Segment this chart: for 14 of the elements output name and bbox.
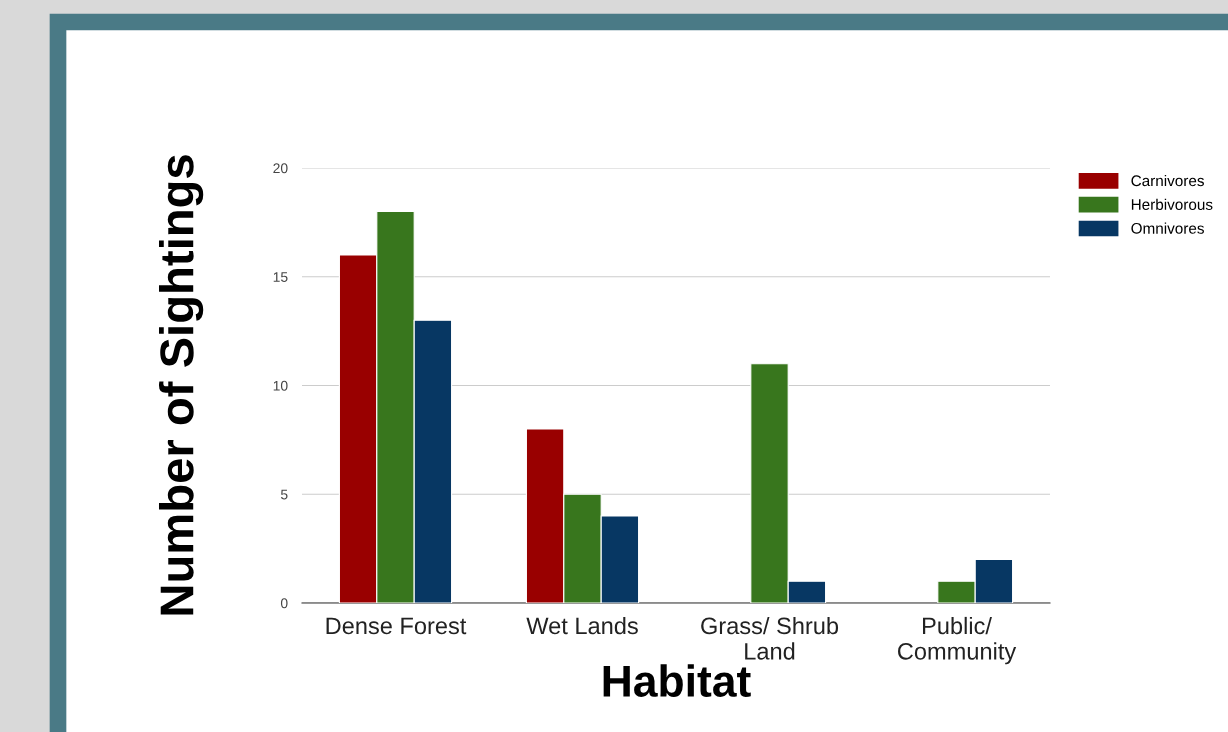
x-axis-title: Habitat	[603, 664, 751, 697]
legend-label: Herbivorous	[1131, 198, 1213, 210]
y-tick-label: 20	[273, 163, 288, 174]
x-tick-label: Public/ Community	[898, 616, 1017, 665]
legend-label: Omnivores	[1131, 222, 1204, 234]
y-tick-label: 5	[280, 489, 288, 500]
x-tick-label: Dense Forest	[326, 617, 467, 635]
y-axis-title: Number of Sightings	[158, 155, 204, 615]
y-tick-label: 10	[273, 380, 288, 391]
legend-label: Carnivores	[1131, 174, 1204, 187]
y-tick-label: 0	[280, 598, 288, 609]
x-tick-label: Grass/ Shrub Land	[701, 616, 839, 660]
y-tick-label: 15	[273, 272, 288, 282]
x-tick-label: Wet Lands	[526, 616, 638, 635]
